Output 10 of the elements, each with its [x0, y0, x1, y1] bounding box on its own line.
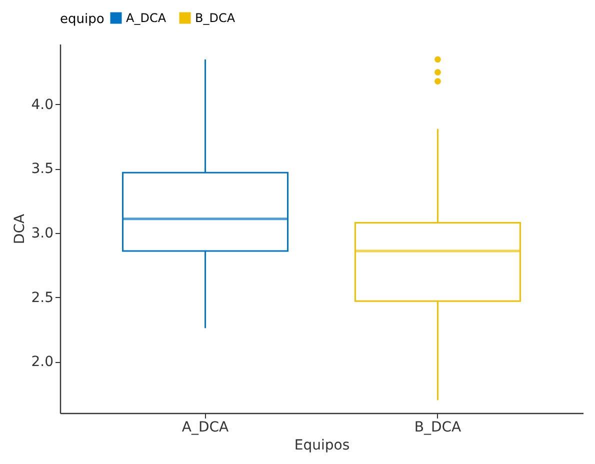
legend-title: equipo — [60, 12, 104, 27]
y-tick-label: 2.0 — [31, 354, 54, 370]
y-axis-title: DCA — [12, 214, 28, 244]
legend-label: B_DCA — [195, 11, 236, 25]
x-axis-title: Equipos — [294, 438, 350, 454]
legend-label: A_DCA — [126, 11, 167, 25]
y-tick-label: 2.5 — [31, 290, 54, 306]
y-tick-label: 3.5 — [31, 161, 54, 178]
y-tick-label: 3.0 — [31, 226, 54, 242]
y-tick-label: 4.0 — [31, 96, 54, 113]
